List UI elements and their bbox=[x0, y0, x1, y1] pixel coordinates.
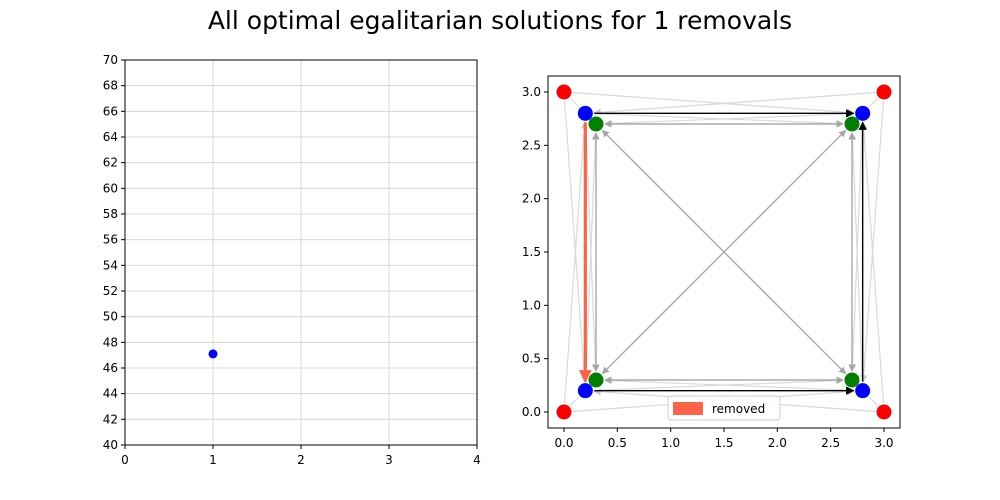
left-x-tick-label: 4 bbox=[473, 453, 481, 467]
edge-light bbox=[572, 92, 855, 116]
edge-light bbox=[564, 121, 588, 404]
legend-label-removed: removed bbox=[712, 402, 765, 416]
edge-light bbox=[860, 100, 884, 383]
edge-light bbox=[604, 113, 854, 127]
edge-light bbox=[604, 377, 854, 391]
right-y-tick-label: 1.5 bbox=[522, 245, 541, 259]
left-y-tick-label: 46 bbox=[103, 361, 118, 375]
right-x-tick-label: 1.0 bbox=[661, 436, 680, 450]
right-x-tick-label: 0.5 bbox=[608, 436, 627, 450]
right-y-tick-label: 0.5 bbox=[522, 352, 541, 366]
left-y-tick-label: 48 bbox=[103, 335, 118, 349]
left-x-tick-label: 1 bbox=[209, 453, 217, 467]
node-inner bbox=[588, 372, 604, 388]
right-x-tick-label: 0.0 bbox=[554, 436, 573, 450]
right-y-tick-label: 3.0 bbox=[522, 85, 541, 99]
left-y-tick-label: 50 bbox=[103, 310, 118, 324]
left-y-tick-label: 64 bbox=[103, 130, 118, 144]
edge-light bbox=[564, 100, 588, 383]
left-x-tick-label: 2 bbox=[297, 453, 305, 467]
node-mid bbox=[855, 105, 871, 121]
node-mid bbox=[855, 383, 871, 399]
legend-swatch-removed bbox=[673, 402, 703, 415]
left-y-tick-label: 40 bbox=[103, 438, 118, 452]
right-y-tick-label: 1.0 bbox=[522, 298, 541, 312]
edge-light bbox=[860, 121, 884, 404]
left-y-tick-label: 54 bbox=[103, 258, 118, 272]
edge-light bbox=[585, 132, 599, 382]
left-y-tick-label: 44 bbox=[103, 387, 118, 401]
node-outer bbox=[876, 404, 892, 420]
left-y-tick-label: 58 bbox=[103, 207, 118, 221]
right-y-tick-label: 0.0 bbox=[522, 405, 541, 419]
node-mid bbox=[577, 383, 593, 399]
left-y-tick-label: 60 bbox=[103, 181, 118, 195]
node-mid bbox=[577, 105, 593, 121]
right-x-tick-label: 2.0 bbox=[768, 436, 787, 450]
edge-light bbox=[593, 92, 876, 116]
edge-mid bbox=[601, 129, 847, 375]
left-y-tick-label: 66 bbox=[103, 104, 118, 118]
left-x-tick-label: 3 bbox=[385, 453, 393, 467]
edge-light bbox=[849, 132, 863, 382]
node-inner bbox=[588, 116, 604, 132]
left-y-tick-label: 42 bbox=[103, 412, 118, 426]
node-inner bbox=[844, 372, 860, 388]
scatter-point bbox=[208, 349, 218, 359]
left-x-tick-label: 0 bbox=[121, 453, 129, 467]
legend: removed bbox=[667, 395, 781, 421]
node-outer bbox=[556, 404, 572, 420]
node-outer bbox=[876, 84, 892, 100]
node-inner bbox=[844, 116, 860, 132]
left-y-tick-label: 62 bbox=[103, 156, 118, 170]
left-y-tick-label: 68 bbox=[103, 79, 118, 93]
right-y-tick-label: 2.0 bbox=[522, 192, 541, 206]
node-outer bbox=[556, 84, 572, 100]
left-y-tick-label: 70 bbox=[103, 53, 118, 67]
right-x-tick-label: 2.5 bbox=[821, 436, 840, 450]
left-y-tick-label: 52 bbox=[103, 284, 118, 298]
right-y-tick-label: 2.5 bbox=[522, 138, 541, 152]
right-x-tick-label: 3.0 bbox=[874, 436, 893, 450]
left-y-tick-label: 56 bbox=[103, 233, 118, 247]
right-x-tick-label: 1.5 bbox=[714, 436, 733, 450]
figure-title: All optimal egalitarian solutions for 1 … bbox=[207, 6, 793, 35]
